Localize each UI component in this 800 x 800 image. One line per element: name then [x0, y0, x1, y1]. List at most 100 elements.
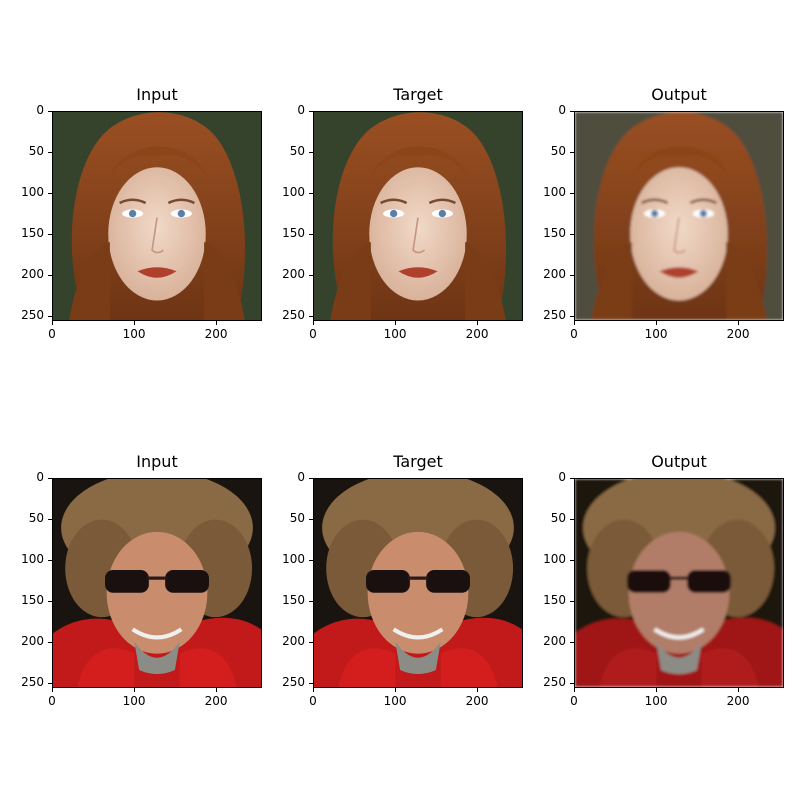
y-tick-mark [309, 601, 313, 603]
y-tick-label: 0 [558, 470, 566, 484]
y-tick-label: 0 [297, 470, 305, 484]
y-tick-mark [309, 519, 313, 521]
y-tick-mark [48, 642, 52, 644]
y-tick-label: 250 [21, 308, 44, 323]
x-tick-mark [395, 321, 397, 325]
y-tick-label: 50 [28, 144, 44, 159]
y-tick-mark [48, 152, 52, 154]
x-tick-mark [477, 688, 479, 692]
y-tick-mark [309, 560, 313, 562]
y-tick-label: 100 [543, 552, 566, 567]
y-tick-label: 100 [282, 552, 305, 567]
y-tick-mark [570, 642, 574, 644]
y-tick-mark [309, 152, 313, 154]
panel-image [574, 478, 784, 688]
x-tick-mark [134, 321, 136, 325]
x-tick-mark [216, 688, 218, 692]
x-tick-mark [216, 321, 218, 325]
y-tick-mark [309, 111, 313, 112]
panel-title: Target [393, 85, 443, 104]
x-tick-mark [574, 688, 575, 692]
x-tick-label: 0 [48, 327, 56, 341]
y-tick-label: 50 [289, 511, 305, 526]
y-tick-mark [48, 111, 52, 112]
y-tick-mark [48, 683, 52, 685]
y-tick-label: 150 [282, 226, 305, 241]
x-tick-label: 200 [204, 694, 228, 708]
y-tick-mark [309, 234, 313, 236]
y-tick-mark [48, 316, 52, 318]
y-tick-mark [570, 111, 574, 112]
y-tick-label: 200 [21, 267, 44, 282]
y-tick-label: 250 [543, 675, 566, 690]
y-tick-label: 50 [550, 511, 566, 526]
x-tick-label: 0 [570, 694, 578, 708]
y-tick-label: 50 [550, 144, 566, 159]
panel-image [52, 111, 262, 321]
x-tick-mark [656, 321, 658, 325]
y-tick-label: 100 [282, 185, 305, 200]
y-tick-mark [570, 275, 574, 277]
y-tick-mark [309, 683, 313, 685]
y-tick-mark [309, 316, 313, 318]
y-tick-label: 100 [21, 552, 44, 567]
y-tick-mark [570, 316, 574, 318]
x-tick-label: 200 [726, 694, 750, 708]
x-tick-mark [738, 321, 740, 325]
y-tick-mark [570, 683, 574, 685]
y-tick-mark [570, 193, 574, 195]
y-tick-label: 150 [543, 593, 566, 608]
y-tick-label: 200 [282, 267, 305, 282]
y-tick-mark [48, 560, 52, 562]
x-tick-mark [395, 688, 397, 692]
y-tick-mark [309, 642, 313, 644]
x-tick-label: 100 [122, 327, 146, 341]
panel-0-1: Target 0 50 100 150 200 250 0 1 [261, 85, 531, 345]
y-tick-label: 0 [558, 103, 566, 117]
panel-title: Output [651, 85, 707, 104]
x-tick-label: 0 [309, 327, 317, 341]
y-tick-label: 200 [543, 267, 566, 282]
x-tick-label: 0 [570, 327, 578, 341]
panel-1-0: Input 0 50 100 150 200 250 0 100 200 [0, 452, 270, 712]
x-tick-label: 200 [204, 327, 228, 341]
x-tick-label: 100 [644, 327, 668, 341]
y-tick-label: 200 [21, 634, 44, 649]
y-tick-mark [309, 193, 313, 195]
x-tick-mark [313, 688, 314, 692]
x-tick-mark [574, 321, 575, 325]
x-tick-mark [738, 688, 740, 692]
x-tick-label: 0 [48, 694, 56, 708]
x-tick-mark [52, 321, 53, 325]
y-tick-label: 250 [543, 308, 566, 323]
x-tick-label: 100 [383, 327, 407, 341]
y-tick-mark [570, 560, 574, 562]
y-tick-label: 200 [543, 634, 566, 649]
y-tick-mark [309, 275, 313, 277]
x-tick-mark [134, 688, 136, 692]
x-tick-mark [313, 321, 314, 325]
x-tick-label: 0 [309, 694, 317, 708]
y-tick-mark [570, 478, 574, 479]
x-tick-label: 100 [122, 694, 146, 708]
panel-image [574, 111, 784, 321]
y-tick-label: 0 [36, 103, 44, 117]
panel-1-1: Target 0 50 100 150 200 250 0 100 200 [261, 452, 531, 712]
y-tick-label: 50 [289, 144, 305, 159]
y-tick-label: 150 [543, 226, 566, 241]
y-tick-label: 0 [36, 470, 44, 484]
x-tick-label: 200 [465, 694, 489, 708]
panel-title: Input [136, 452, 178, 471]
x-tick-label: 200 [465, 327, 489, 341]
panel-0-0: Input 0 50 100 150 200 250 0 10 [0, 85, 270, 345]
y-tick-mark [309, 478, 313, 479]
y-tick-mark [48, 601, 52, 603]
x-tick-label: 100 [383, 694, 407, 708]
y-tick-label: 250 [282, 675, 305, 690]
y-tick-label: 250 [21, 675, 44, 690]
panel-image [313, 111, 523, 321]
y-tick-mark [570, 519, 574, 521]
x-tick-label: 100 [644, 694, 668, 708]
y-tick-label: 200 [282, 634, 305, 649]
y-tick-label: 250 [282, 308, 305, 323]
